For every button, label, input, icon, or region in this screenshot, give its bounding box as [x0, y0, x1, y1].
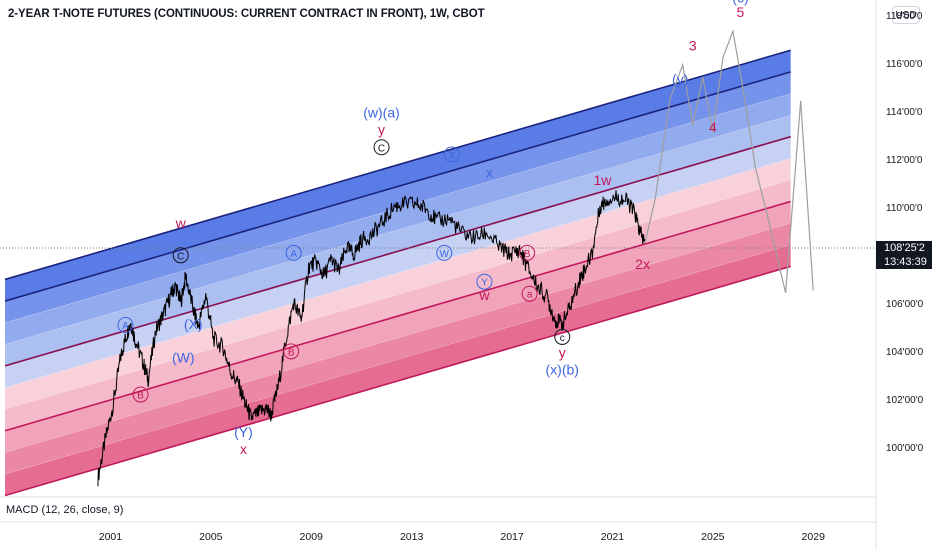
channel-boundaries	[4, 49, 791, 497]
wave-label-circle	[117, 316, 134, 333]
price-tick-label: 116'00'0	[886, 58, 923, 70]
wave-label: B	[137, 391, 144, 402]
channel-band	[5, 158, 791, 410]
wave-label: B	[288, 347, 295, 358]
chart-title: 2-YEAR T-NOTE FUTURES (CONTINUOUS: CURRE…	[8, 8, 485, 20]
channel-band	[5, 115, 791, 366]
macd-indicator-label[interactable]: MACD (12, 26, close, 9)	[6, 504, 124, 516]
time-tick-label: 2013	[399, 531, 424, 543]
time-tick-label: 2017	[500, 531, 524, 543]
wave-label: (x)(b)	[546, 362, 579, 378]
wave-label: 1w	[593, 172, 612, 188]
wave-label: x	[240, 441, 247, 457]
wave-label: 5	[737, 4, 745, 20]
wave-label: (X)	[184, 316, 203, 332]
channel-band	[5, 136, 791, 388]
channel-band	[5, 50, 791, 302]
currency-button[interactable]: USD	[892, 6, 920, 24]
channel-line	[4, 71, 791, 302]
wave-label: X	[448, 150, 455, 161]
time-tick-label: 2021	[600, 531, 625, 543]
channel-line	[4, 265, 791, 497]
wave-label-circle	[443, 146, 460, 163]
wave-label-circle	[476, 273, 493, 290]
wave-label-circle	[172, 247, 189, 264]
time-tick-label: 2005	[199, 531, 223, 543]
wave-label: w	[478, 287, 490, 303]
channel-band	[5, 71, 791, 323]
wave-label-circle	[554, 328, 571, 345]
channel-line	[4, 49, 791, 281]
wave-label: y	[559, 345, 566, 361]
wave-label: (W)	[172, 350, 195, 366]
wave-label: W	[440, 249, 450, 260]
channel-line	[4, 135, 791, 367]
price-series	[97, 28, 814, 487]
wave-label: 2x	[635, 256, 650, 272]
wave-label: x	[486, 165, 493, 181]
wave-label-circle	[285, 244, 302, 261]
wave-label: Y	[481, 278, 488, 289]
time-tick-label: 2025	[701, 531, 725, 543]
wave-label: 4	[709, 119, 717, 135]
channel-line	[4, 200, 791, 432]
wave-label: (w)(a)	[363, 105, 400, 121]
wave-label: A	[122, 321, 129, 332]
time-tick-label: 2029	[801, 531, 825, 543]
price-tick-label: 104'00'0	[886, 346, 924, 358]
wave-label: a	[527, 290, 533, 301]
wave-label: 3	[689, 37, 697, 53]
wave-label: (y)	[672, 71, 688, 87]
wave-label: C	[177, 251, 184, 262]
wave-label-circle	[521, 285, 538, 302]
wave-label: (Y)	[234, 424, 253, 440]
countdown-tag: 13:43:39	[876, 255, 932, 269]
price-tick-label: 110'00'0	[886, 202, 923, 214]
price-tick-label: 102'00'0	[886, 394, 924, 406]
regression-channel	[4, 49, 791, 496]
wave-label: B	[524, 249, 531, 260]
wave-label: c	[560, 333, 565, 344]
price-tick-label: 112'00'0	[886, 154, 923, 166]
price-tick-label: 106'00'0	[886, 298, 924, 310]
current-price-tag: 108'25'2	[876, 241, 932, 255]
wave-label-circle	[519, 244, 536, 261]
wave-label: w	[175, 215, 187, 231]
wave-label: C	[378, 143, 385, 154]
wave-label-circle	[132, 386, 149, 403]
wave-label-circle	[283, 343, 300, 360]
wave-label: (c)	[732, 0, 748, 5]
wave-label-circle	[373, 139, 390, 156]
price-tick-label: 118'00'0	[886, 10, 923, 22]
wave-label: A	[290, 249, 297, 260]
wave-label-circle	[436, 244, 453, 261]
channel-band	[5, 223, 791, 474]
price-tick-label: 114'00'0	[886, 106, 923, 118]
channel-band	[5, 244, 791, 496]
wave-label: y	[378, 121, 385, 137]
time-tick-label: 2001	[98, 531, 123, 543]
projection-line	[644, 28, 814, 294]
channel-band	[5, 93, 791, 345]
channel-band	[5, 201, 791, 453]
price-tick-label: 100'00'0	[886, 442, 924, 454]
price-line	[97, 190, 646, 487]
time-tick-label: 2009	[299, 531, 323, 543]
